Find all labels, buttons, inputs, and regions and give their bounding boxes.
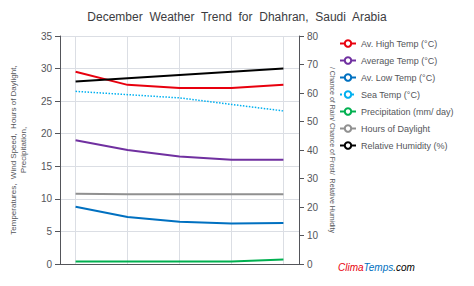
svg-text:70: 70 bbox=[307, 59, 319, 70]
svg-text:30: 30 bbox=[307, 173, 319, 184]
svg-text:Sea Temp (°C): Sea Temp (°C) bbox=[361, 90, 420, 100]
svg-text:35: 35 bbox=[41, 31, 53, 42]
svg-text:5: 5 bbox=[46, 226, 52, 237]
svg-text:Temps: Temps bbox=[364, 262, 394, 273]
svg-text:0: 0 bbox=[307, 259, 313, 270]
svg-text:40: 40 bbox=[307, 145, 319, 156]
svg-text:10: 10 bbox=[41, 193, 53, 204]
svg-text:10: 10 bbox=[307, 230, 319, 241]
svg-text:20: 20 bbox=[307, 202, 319, 213]
svg-text:.com: .com bbox=[393, 262, 415, 273]
svg-text:Relative Humidity (%): Relative Humidity (%) bbox=[361, 141, 448, 151]
svg-text:Av. Low Temp (°C): Av. Low Temp (°C) bbox=[361, 73, 435, 83]
svg-text:20: 20 bbox=[41, 128, 53, 139]
svg-text:50: 50 bbox=[307, 116, 319, 127]
svg-text:/ Chance of Rain/ Chance of Fr: / Chance of Rain/ Chance of Frost/ Relat… bbox=[328, 67, 336, 234]
svg-text:Temperatures, Wind Speed, Ho: Temperatures, Wind Speed, Hours of Dayli… bbox=[9, 65, 18, 234]
svg-text:December Weather Trend for: December Weather Trend for Dhahran, Saud… bbox=[87, 10, 387, 24]
svg-text:60: 60 bbox=[307, 88, 319, 99]
svg-text:80: 80 bbox=[307, 31, 319, 42]
svg-text:0: 0 bbox=[46, 259, 52, 270]
svg-text:Clima: Clima bbox=[338, 262, 364, 273]
svg-text:15: 15 bbox=[41, 161, 53, 172]
svg-text:Average Temp (°C): Average Temp (°C) bbox=[361, 56, 437, 66]
svg-text:Hours of Daylight: Hours of Daylight bbox=[361, 124, 431, 134]
svg-text:25: 25 bbox=[41, 96, 53, 107]
svg-text:Precipitation (mm/ day): Precipitation (mm/ day) bbox=[361, 107, 454, 117]
svg-text:Av. High Temp (°C): Av. High Temp (°C) bbox=[361, 39, 437, 49]
svg-text:30: 30 bbox=[41, 63, 53, 74]
svg-text:Precipitation,: Precipitation, bbox=[19, 127, 28, 173]
